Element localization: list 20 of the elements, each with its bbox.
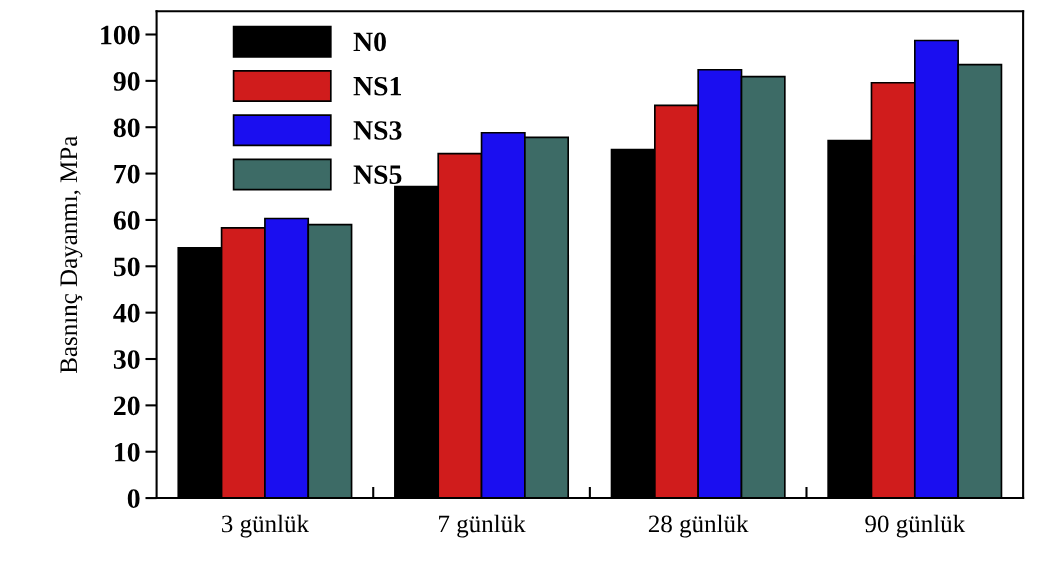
y-tick-label: 60	[113, 211, 140, 230]
x-tick-label: 3 günlük	[222, 514, 310, 538]
legend-label: NS5	[353, 165, 402, 185]
y-tick-label: 100	[101, 25, 140, 45]
y-tick-label: 40	[113, 303, 140, 323]
y-tick-label: 0	[127, 489, 140, 508]
x-tick-label: 28 günlük	[648, 514, 749, 538]
legend-label: NS3	[353, 121, 402, 140]
x-tick-label: 90 günlük	[865, 514, 966, 538]
legend-label: NS1	[353, 76, 401, 96]
x-tick-label: 7 günlük	[439, 514, 526, 538]
y-tick-label: 20	[114, 396, 140, 416]
y-axis-title: Basnınç Dayanmı, MPa	[60, 135, 83, 374]
y-tick-label: 80	[113, 118, 140, 138]
y-tick-label: 70	[114, 164, 140, 184]
y-tick-label: 90	[113, 72, 140, 91]
y-tick-label: 10	[115, 442, 140, 462]
y-tick-label: 30	[113, 350, 140, 369]
y-tick-label: 50	[113, 257, 140, 277]
legend-label: N0	[353, 32, 386, 52]
